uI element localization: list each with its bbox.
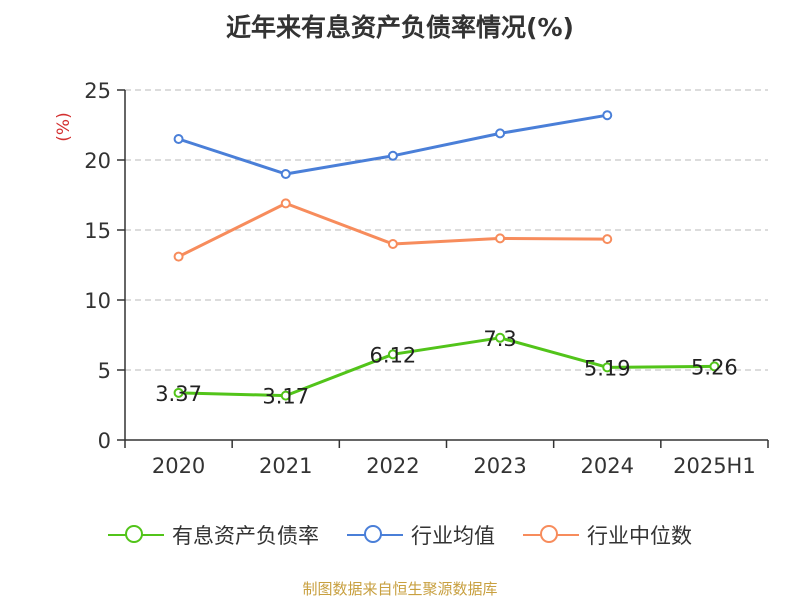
legend-label: 行业中位数 [587,524,692,548]
chart-legend: 有息资产负债率 行业均值 行业中位数 [0,520,800,550]
y-tick-label: 0 [98,429,111,453]
data-source-note: 制图数据来自恒生聚源数据库 [302,580,498,598]
data-label: 5.19 [584,356,631,380]
legend-item: 有息资产负债率 [108,520,319,550]
x-tick-label: 2024 [581,454,634,478]
legend-marker-icon [523,525,579,545]
data-point [495,233,506,244]
data-point [387,349,398,360]
data-label: 7.3 [483,327,516,351]
y-tick-label: 15 [84,219,111,243]
data-point [280,198,291,209]
data-point [602,110,613,121]
data-label: 3.37 [155,382,202,406]
y-tick-label: 25 [84,79,111,103]
legend-item: 行业均值 [347,520,495,550]
x-tick-label: 2021 [259,454,312,478]
legend-marker-icon [347,525,403,545]
x-tick-label: 2020 [152,454,205,478]
legend-marker-icon [108,525,164,545]
data-point [173,387,184,398]
data-point [280,169,291,179]
y-tick-label: 5 [98,359,111,383]
data-point [173,251,184,262]
x-tick-label: 2023 [473,454,526,478]
y-axis-label: (%) [54,112,74,141]
data-point [495,128,506,139]
legend-label: 行业均值 [411,524,495,548]
x-tick-label: 2022 [366,454,419,478]
data-point [387,239,398,249]
data-label: 5.26 [691,355,738,379]
data-point [173,134,184,144]
data-point [709,361,720,372]
data-point [602,234,613,245]
legend-label: 有息资产负债率 [172,524,319,548]
chart-title: 近年来有息资产负债率情况(%) [226,13,574,42]
series-line [178,113,608,176]
data-point [495,332,506,343]
legend-item: 行业中位数 [523,520,692,550]
data-point [280,390,291,401]
data-label: 3.17 [262,385,309,409]
series-line [178,336,715,398]
data-point [387,150,398,161]
y-tick-label: 10 [84,289,111,313]
x-tick-label: 2025H1 [673,454,756,478]
data-point [602,362,613,373]
y-tick-label: 20 [84,149,111,173]
data-label: 6.12 [370,343,417,367]
